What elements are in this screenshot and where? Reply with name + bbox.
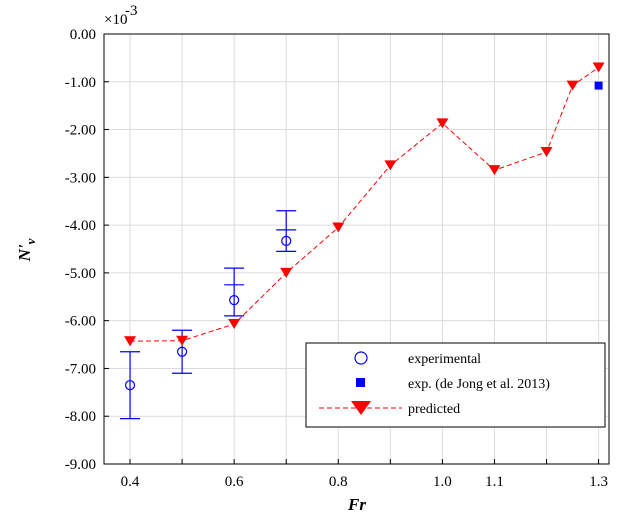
predicted-point [566, 80, 579, 91]
predicted-point [332, 222, 345, 233]
dejong-point [594, 81, 603, 90]
legend: experimental exp. (de Jong et al. 2013) … [305, 342, 606, 428]
svg-text:N'v: N'v [15, 238, 38, 262]
x-tick-label: 1.3 [589, 474, 608, 490]
legend-box [305, 342, 606, 428]
y-tick-label: -4.00 [65, 218, 96, 234]
legend-label-dejong: exp. (de Jong et al. 2013) [408, 377, 550, 392]
predicted-point [384, 160, 397, 171]
predicted-point [124, 336, 137, 347]
y-tick-label: 0.00 [70, 27, 96, 43]
predicted-point [540, 147, 553, 158]
y-axis-label-main: N' [15, 244, 34, 262]
predicted-point [436, 118, 449, 129]
predicted-point [280, 267, 293, 278]
x-tick-label: 0.4 [121, 474, 140, 490]
predicted-point [228, 319, 241, 330]
y-axis-label: N'v [15, 238, 38, 262]
experimental-point [281, 235, 292, 246]
y-tick-label: -8.00 [65, 409, 96, 425]
y-tick-label: -1.00 [65, 75, 96, 91]
y-tick-label: -2.00 [65, 123, 96, 139]
y-exponent-base: ×10 [104, 12, 127, 28]
predicted-point [176, 335, 189, 346]
legend-marker-predicted [351, 401, 371, 415]
predicted-point [592, 62, 605, 73]
legend-label-experimental: experimental [408, 352, 481, 367]
y-tick-label: -7.00 [65, 361, 96, 377]
plot-frame [103, 33, 610, 465]
legend-label-predicted: predicted [408, 402, 460, 417]
y-exponent-power: -3 [125, 3, 138, 19]
ticks-layer: 0.00 -1.00 -2.00 -3.00 -4.00 -5.00 -6.00 -7.00 -… [65, 27, 608, 490]
x-tick-label: 1.1 [485, 474, 504, 490]
x-tick-label: 1.0 [433, 474, 452, 490]
x-axis-label: Fr [347, 495, 366, 514]
y-tick-label: -5.00 [65, 266, 96, 282]
y-axis-label-sub: v [23, 238, 38, 244]
predicted-point [488, 165, 501, 176]
x-tick-label: 0.8 [329, 474, 348, 490]
experimental-point [176, 346, 188, 357]
y-tick-label: -6.00 [65, 314, 96, 330]
predicted-line [129, 66, 599, 342]
experimental-point [124, 380, 136, 391]
legend-marker-experimental [354, 351, 368, 365]
y-tick-label: -9.00 [65, 457, 96, 473]
x-tick-label: 0.6 [225, 474, 244, 490]
legend-marker-dejong [356, 378, 365, 387]
y-tick-label: -3.00 [65, 170, 96, 186]
series-layer [120, 62, 605, 420]
experimental-point [229, 295, 240, 306]
